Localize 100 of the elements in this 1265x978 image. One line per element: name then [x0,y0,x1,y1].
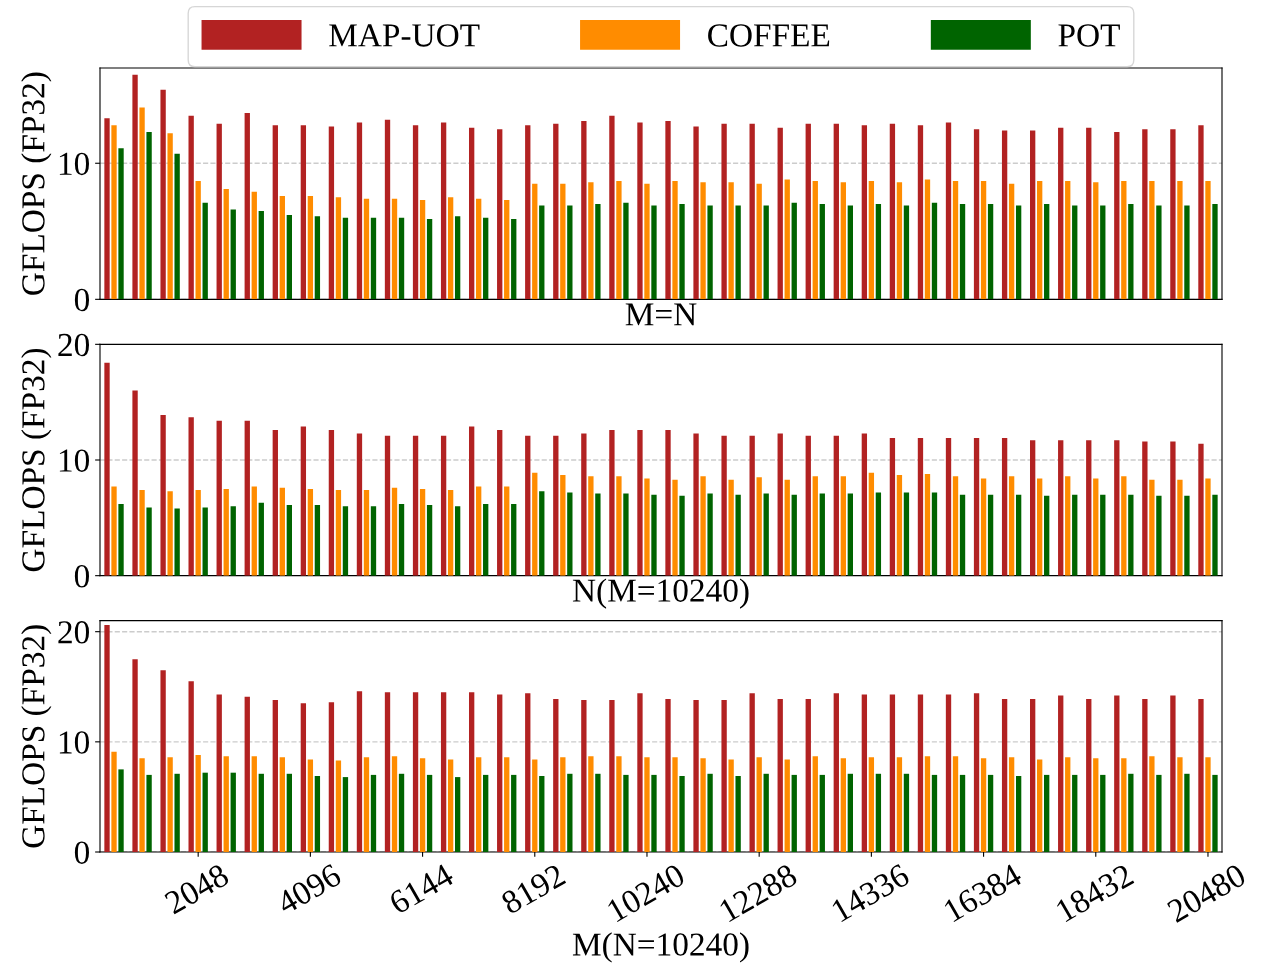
bar [896,475,903,576]
bar [875,492,882,576]
bar [188,681,194,852]
bar [251,191,257,300]
bar [139,758,145,852]
bar [1037,759,1043,852]
bar [342,217,349,300]
bar [805,698,811,852]
bar [812,476,818,576]
bar [483,217,489,300]
bar [805,123,811,300]
bar [1212,204,1218,300]
bar [286,505,292,576]
bar [819,493,825,576]
y-tick-label: 10 [59,731,90,754]
bar [952,180,959,300]
bar [756,477,762,576]
bar [370,217,377,300]
bar [223,189,229,300]
bar [763,493,769,576]
bar [588,476,594,576]
bar [693,126,699,300]
y-tick-label: 0 [74,841,90,864]
bar [356,691,363,852]
y-tick-label: 0 [74,565,90,588]
bar [567,205,573,300]
bar [300,125,307,300]
bar [973,693,980,852]
bar [945,122,952,300]
bar [1128,494,1134,576]
bar [567,492,573,576]
bar [104,625,110,852]
bar [735,205,741,300]
bar [244,696,250,852]
bar [672,180,678,300]
bar [931,774,938,852]
bar [1100,205,1106,300]
bar [132,74,138,300]
bar [454,506,461,576]
bar [1065,180,1071,300]
bar [1156,495,1162,576]
bar [1044,495,1050,576]
bar [595,493,601,576]
bar [721,123,727,300]
bar [1212,494,1218,576]
bar [426,774,433,852]
bar [174,773,180,852]
bar [447,759,454,852]
bar [679,775,685,852]
y-tick-label: 10 [59,449,90,472]
bar [1156,774,1162,852]
bar [756,183,762,300]
bar [195,490,201,576]
bar [532,183,538,300]
bar [679,495,685,576]
bar [581,121,587,300]
bar [286,773,292,852]
bar [651,774,657,852]
bar [363,757,370,852]
bar [160,89,166,300]
bar [931,492,938,576]
bar [1065,757,1071,852]
bar [560,757,566,852]
bar [111,486,117,576]
bar [511,503,517,576]
bar [1149,479,1155,576]
bar [1170,129,1176,300]
bar [868,472,875,576]
bar [1001,438,1008,576]
bar [749,693,755,852]
bar [672,757,678,852]
x-axis-title: M(N=10240) [572,932,749,963]
bar [728,479,734,576]
bar [896,182,903,300]
bar [1058,440,1064,576]
bar [539,491,545,576]
bar [595,204,601,300]
bar [440,692,447,852]
bar [1149,756,1155,852]
bar [532,472,538,576]
bar [735,775,741,852]
bar [1086,127,1092,300]
bar [202,507,208,576]
bar [230,772,236,852]
bar [412,125,419,300]
bar [637,429,643,576]
bar [111,125,117,300]
bar [118,503,124,576]
bar [777,433,783,576]
bar [1030,698,1036,852]
bar [469,692,475,852]
x-tick-label: 6144 [387,862,456,915]
bar [973,129,980,300]
bar [391,756,398,852]
bar [1170,695,1176,852]
bar [847,205,853,300]
bar [1121,180,1127,300]
x-tick-label: 2048 [163,863,231,915]
bar [1149,180,1155,300]
bar [539,775,545,852]
